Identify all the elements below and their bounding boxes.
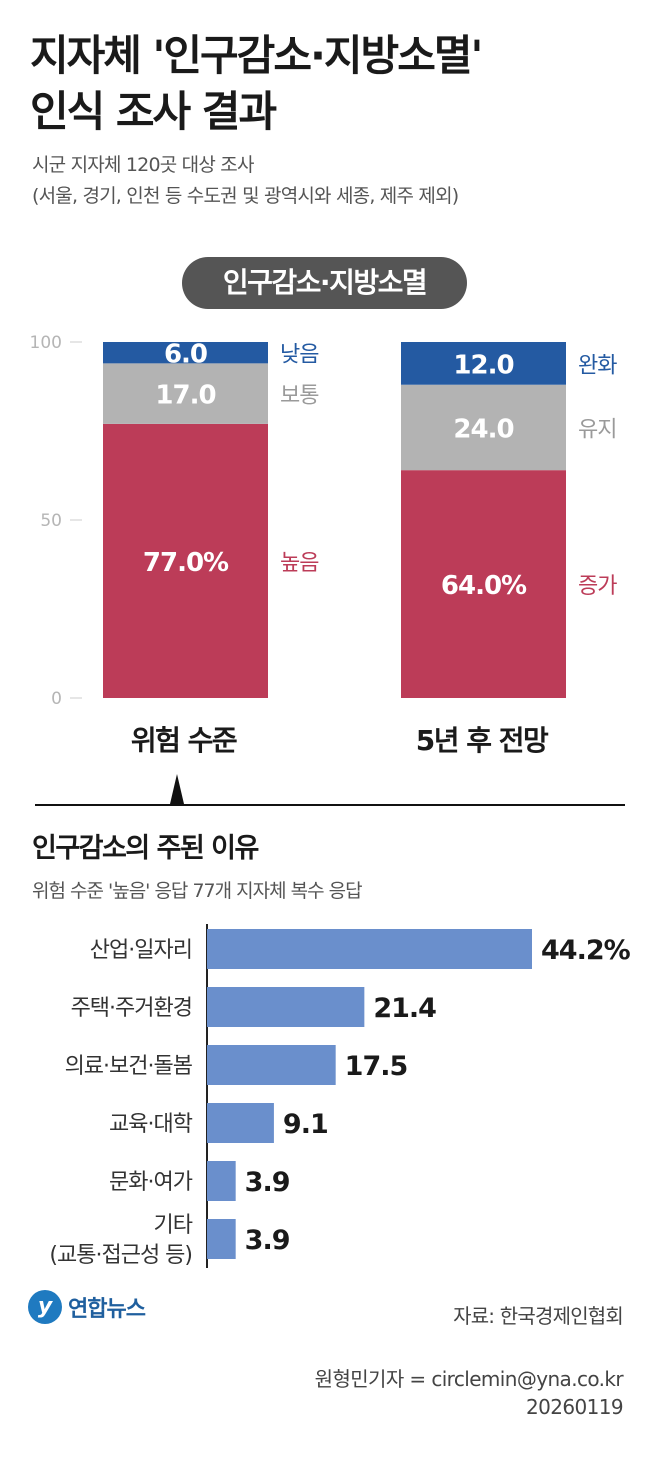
bar-value-label: 12.0 [453, 350, 513, 380]
hbar-value-label: 17.5 [345, 1051, 408, 1082]
bar-segment [103, 423, 268, 698]
source-note: 자료: 한국경제인협회 [453, 1304, 624, 1328]
credit: 원형민기자 = circlemin@yna.co.kr 20260119 [314, 1365, 624, 1421]
hbar-category-label: 문화·여가 [109, 1170, 193, 1195]
section2-subtitle: 위험 수준 '높음' 응답 77개 지자체 복수 응답 [32, 880, 363, 902]
pointer-arrow [170, 774, 184, 804]
hbar-value-label: 9.1 [283, 1109, 328, 1140]
bar-value-label: 77.0% [143, 548, 229, 578]
hbar-value-label: 3.9 [245, 1167, 290, 1198]
section-pill-label: 인구감소·지방소멸 [182, 257, 467, 309]
y-tick-label: 50 [40, 511, 62, 531]
y-tick-label: 100 [30, 333, 62, 353]
bar-side-label: 유지 [578, 417, 616, 442]
bar-segment [401, 342, 566, 385]
bar-segment [103, 363, 268, 424]
hbar-category-label: 산업·일자리 [90, 938, 192, 963]
bar-value-label: 24.0 [453, 414, 513, 444]
hbar-category-label: 의료·보건·돌봄 [65, 1054, 193, 1079]
category-label: 5년 후 전망 [416, 724, 549, 757]
horizontal-bar-chart: 44.2% 산업·일자리 21.4 주택·주거환경 17.5 의료·보건·돌봄 9.1 교육·… [49, 924, 632, 1268]
logo-text: 연합뉴스 [68, 1297, 146, 1322]
page-subtitle: 시군 지자체 120곳 대상 조사 (서울, 경기, 인천 등 수도권 및 광역… [32, 150, 642, 212]
bar-side-label: 낮음 [280, 343, 319, 368]
bar-segment [103, 342, 268, 364]
title-line-2: 인식 조사 결과 [30, 87, 277, 136]
credit-line-2: 20260119 [526, 1395, 624, 1419]
title-line-1: 지자체 '인구감소·지방소멸' [30, 31, 483, 80]
bar-side-label: 완화 [578, 353, 617, 378]
hbar-bar [207, 987, 365, 1027]
hbar-value-label: 44.2% [541, 935, 631, 966]
credit-line-1: 원형민기자 = circlemin@yna.co.kr [314, 1367, 624, 1391]
bar-segment [401, 470, 566, 698]
hbar-category-label: 기타 (교통·접근성 등) [49, 1213, 192, 1268]
bar-value-label: 6.0 [164, 340, 207, 370]
hbar-value-label: 3.9 [245, 1225, 290, 1256]
page-title: 지자체 '인구감소·지방소멸' 인식 조사 결과 [30, 28, 630, 140]
bar-side-label: 보통 [280, 384, 319, 409]
yonhap-logo: y 연합뉴스 [28, 1290, 146, 1324]
hbar-bar [207, 1161, 236, 1201]
hbar-bar [207, 929, 532, 969]
hbar-bar [207, 1219, 236, 1259]
y-tick-label: 0 [51, 689, 62, 709]
bar-side-label: 증가 [578, 574, 617, 599]
hbar-bar [207, 1103, 274, 1143]
hbar-category-label: 주택·주거환경 [71, 996, 192, 1021]
hbar-bar [207, 1045, 336, 1085]
section2-title: 인구감소의 주된 이유 [32, 833, 259, 864]
bar-value-label: 17.0 [155, 381, 215, 411]
bar-value-label: 64.0% [441, 571, 527, 601]
hbar-category-label: 교육·대학 [109, 1112, 193, 1137]
subtitle-line-1: 시군 지자체 120곳 대상 조사 [32, 154, 254, 176]
bar-side-label: 높음 [280, 551, 319, 576]
hbar-value-label: 21.4 [373, 993, 436, 1024]
section-divider [35, 804, 625, 806]
yonhap-logo-icon: y [28, 1290, 62, 1324]
subtitle-line-2: (서울, 경기, 인천 등 수도권 및 광역시와 세종, 제주 제외) [32, 185, 459, 207]
category-label: 위험 수준 [131, 724, 237, 757]
bar-segment [401, 384, 566, 471]
